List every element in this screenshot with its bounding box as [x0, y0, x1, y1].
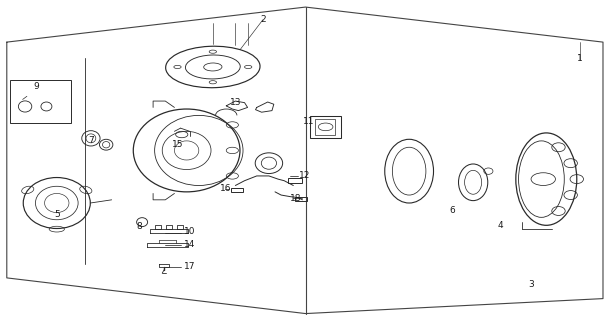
Bar	[310, 116, 341, 138]
Text: 17: 17	[183, 262, 195, 271]
Bar	[288, 178, 302, 183]
Text: 16: 16	[219, 184, 231, 193]
Bar	[315, 119, 335, 134]
Text: 4: 4	[498, 221, 503, 230]
Text: 9: 9	[33, 82, 39, 91]
Bar	[295, 197, 307, 201]
Text: 12: 12	[299, 172, 311, 180]
Text: 14: 14	[183, 240, 195, 249]
Bar	[231, 188, 243, 193]
Text: 1: 1	[577, 53, 583, 62]
Text: 11: 11	[303, 117, 314, 126]
Bar	[10, 80, 71, 123]
Text: 2: 2	[260, 15, 266, 24]
Text: 7: 7	[88, 136, 94, 145]
Text: 8: 8	[137, 222, 142, 231]
Text: 10: 10	[183, 227, 195, 236]
Text: 5: 5	[54, 210, 60, 219]
Text: 3: 3	[528, 280, 534, 289]
Text: 15: 15	[172, 140, 183, 148]
Text: 6: 6	[449, 206, 455, 215]
Text: 18: 18	[290, 194, 301, 203]
Text: 13: 13	[230, 98, 241, 107]
